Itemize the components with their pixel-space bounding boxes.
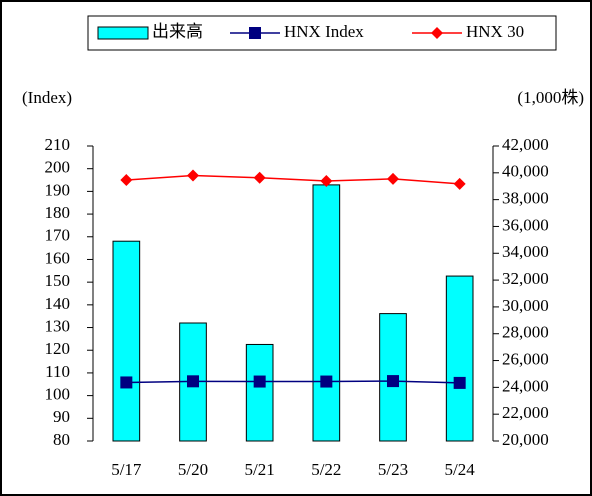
point	[387, 172, 399, 185]
point	[320, 174, 333, 187]
x-tick-label: 5/20	[178, 460, 208, 479]
point	[187, 375, 199, 388]
y2-tick-label: 40,000	[502, 162, 549, 181]
point	[387, 375, 399, 388]
point	[253, 375, 266, 388]
y-tick-label: 130	[45, 316, 71, 335]
y-tick-label: 190	[45, 180, 71, 199]
y2-tick-label: 20,000	[502, 430, 549, 449]
x-tick-label: 5/22	[311, 460, 341, 479]
y2-tick-label: 26,000	[502, 349, 549, 368]
legend-box	[87, 15, 557, 51]
y-tick-label: 90	[53, 407, 70, 426]
bar	[312, 184, 341, 442]
line	[126, 174, 460, 185]
point	[253, 171, 266, 184]
y2-tick-label: 36,000	[502, 215, 549, 234]
y-tick-label: 170	[45, 226, 71, 245]
y2-tick-label: 28,000	[502, 323, 549, 342]
point	[187, 169, 199, 182]
y-tick-label: 100	[45, 385, 71, 404]
point	[120, 376, 133, 389]
point	[453, 376, 466, 389]
y-tick-label: 200	[45, 158, 71, 177]
line	[126, 380, 460, 384]
legend-swatch	[97, 26, 149, 40]
bar	[112, 240, 141, 442]
y2-tick-label: 24,000	[502, 376, 549, 395]
legend-label: 出来高	[152, 22, 203, 41]
point	[320, 375, 333, 388]
y2-tick-label: 34,000	[502, 242, 549, 261]
point	[120, 174, 133, 187]
point	[453, 177, 466, 190]
y-tick-label: 150	[45, 271, 71, 290]
x-tick-label: 5/21	[245, 460, 275, 479]
y2-tick-label: 32,000	[502, 269, 549, 288]
x-tick-label: 5/23	[378, 460, 408, 479]
y2-tick-label: 30,000	[502, 296, 549, 315]
bar	[245, 343, 274, 442]
y-tick-label: 210	[45, 135, 71, 154]
y2-tick-label: 42,000	[502, 135, 549, 154]
bar	[445, 275, 474, 442]
y2-tick-label: 38,000	[502, 189, 549, 208]
y-tick-label: 120	[45, 339, 71, 358]
legend-marker	[431, 27, 443, 39]
y2-tick-label: 22,000	[502, 403, 549, 422]
legend-marker	[249, 27, 261, 39]
y-tick-label: 140	[45, 294, 71, 313]
legend-label: HNX Index	[284, 22, 364, 41]
y-tick-label: 80	[53, 430, 70, 449]
y-tick-label: 160	[45, 248, 71, 267]
x-tick-label: 5/17	[111, 460, 142, 479]
y-tick-label: 180	[45, 203, 71, 222]
y-axis-label: (Index)	[22, 88, 72, 107]
y-tick-label: 110	[45, 362, 70, 381]
y2-axis-label: (1,000株)	[517, 88, 584, 107]
legend-label: HNX 30	[466, 22, 524, 41]
x-tick-label: 5/24	[445, 460, 476, 479]
